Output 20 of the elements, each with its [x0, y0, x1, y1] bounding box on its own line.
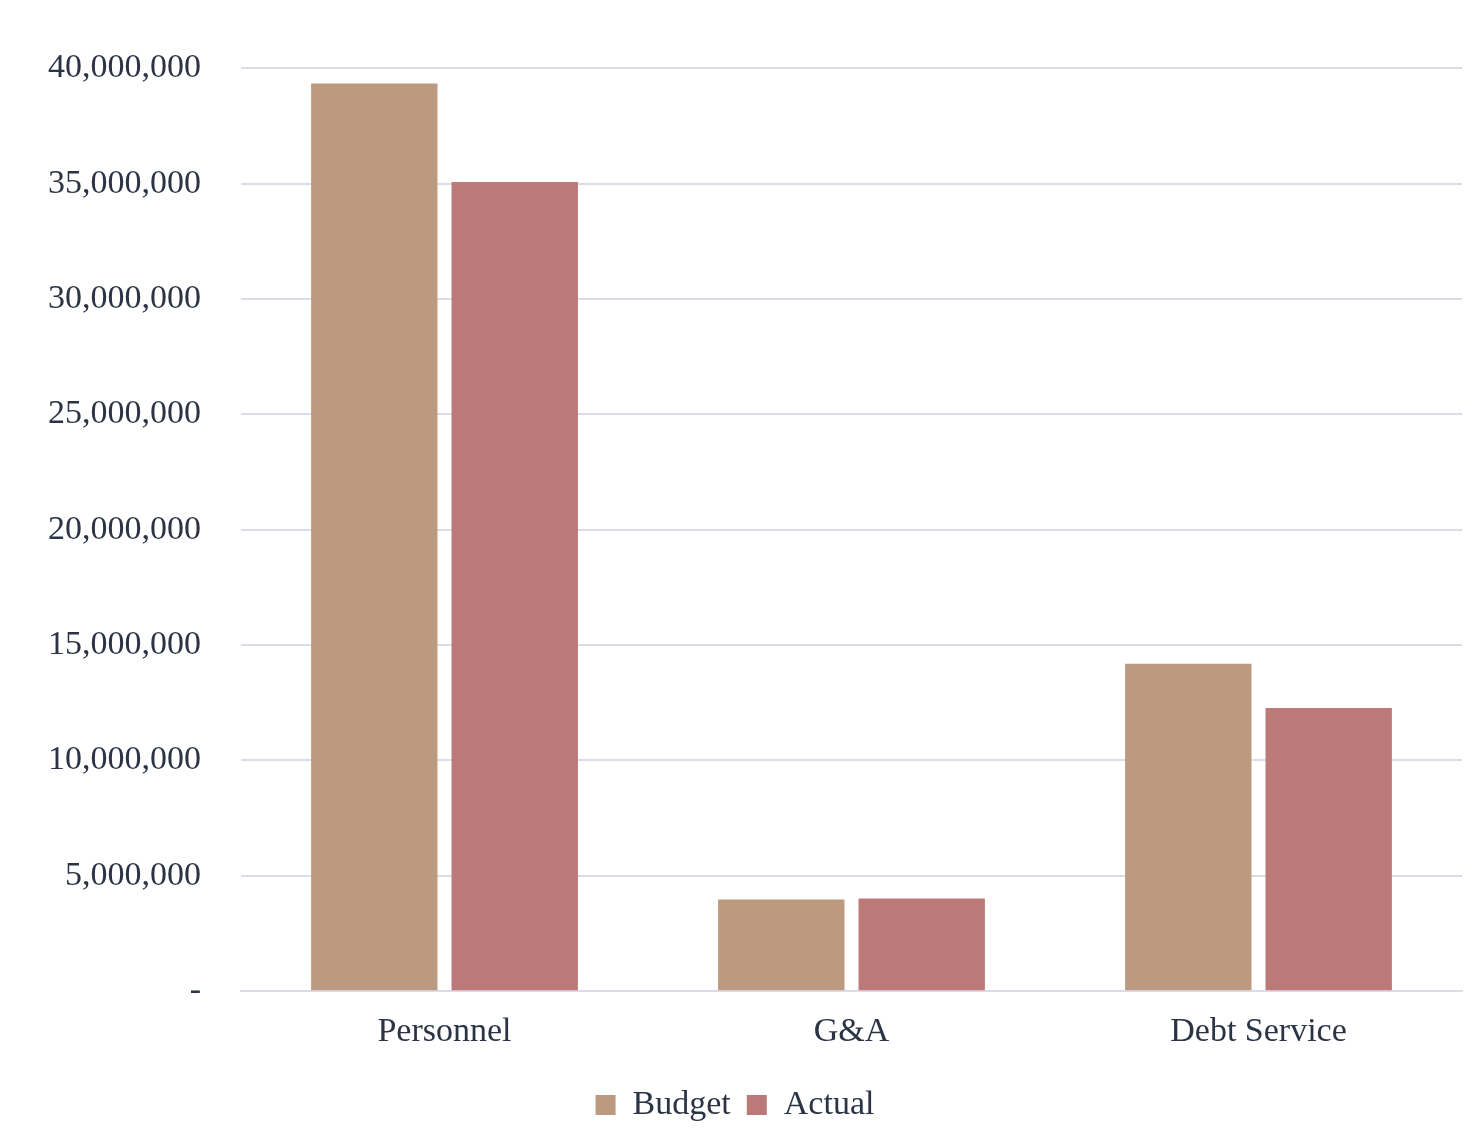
y-tick-label: 40,000,000 [48, 47, 201, 85]
y-tick-label: 10,000,000 [48, 739, 201, 777]
bar [718, 899, 845, 991]
y-tick-label: 30,000,000 [48, 278, 201, 316]
x-tick-label: Personnel [377, 1010, 512, 1048]
y-tick-label: - [189, 970, 201, 1008]
x-tick-label: Debt Service [1170, 1010, 1347, 1048]
legend-label: Budget [632, 1083, 732, 1121]
y-tick-label: 35,000,000 [48, 162, 201, 200]
bar [451, 181, 578, 991]
bar [1265, 707, 1392, 991]
x-tick-label: G&A [813, 1010, 890, 1048]
bar [311, 83, 438, 991]
y-tick-label: 5,000,000 [65, 854, 201, 892]
bar [858, 898, 985, 991]
bar [1125, 663, 1252, 991]
y-tick-label: 20,000,000 [48, 508, 201, 546]
y-tick-label: 25,000,000 [48, 393, 201, 431]
y-tick-label: 15,000,000 [48, 624, 201, 662]
legend-label: Actual [783, 1083, 875, 1121]
